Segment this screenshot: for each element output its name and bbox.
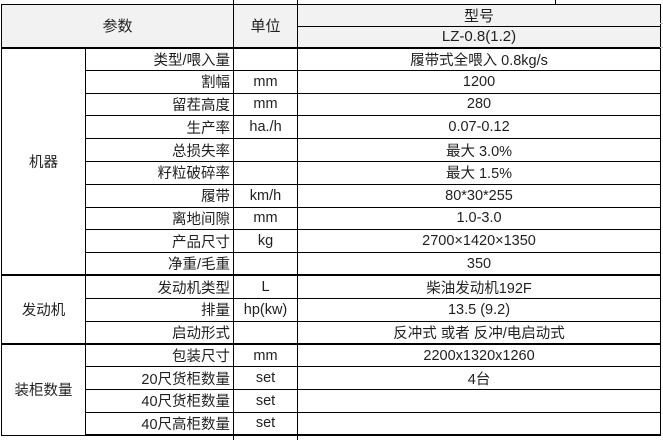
gridline-tick-right — [660, 23, 663, 24]
value-cell: 反冲式 或者 反冲/电启动式 — [297, 320, 662, 345]
value-cell: 280 — [297, 92, 662, 117]
unit-cell: L — [233, 274, 299, 299]
table-row: 籽粒破碎率 最大 1.5% — [2, 160, 662, 185]
model-value-cell: LZ-0.8(1.2) — [297, 26, 662, 48]
table-row: 40尺高柜数量 set — [2, 411, 662, 437]
unit-cell: set — [233, 411, 299, 437]
param-cell: 离地间隙 — [84, 206, 235, 231]
value-cell: 2700×1420×1350 — [297, 229, 662, 254]
value-cell: 1200 — [297, 69, 662, 94]
param-cell: 产品尺寸 — [84, 229, 235, 254]
value-cell: 4台 — [297, 366, 662, 390]
unit-cell: mm — [233, 92, 299, 117]
value-cell: 最大 3.0% — [297, 138, 662, 162]
table-row: 总损失率 最大 3.0% — [2, 138, 662, 162]
param-cell: 割幅 — [84, 69, 235, 94]
table-row: 离地间隙 mm 1.0-3.0 — [2, 206, 662, 231]
param-cell: 40尺货柜数量 — [84, 388, 235, 413]
model-header-cell: 型号 — [297, 4, 662, 27]
group-cell-machine: 机器 — [1, 46, 86, 276]
value-cell — [297, 411, 662, 437]
value-cell: 350 — [297, 252, 662, 276]
value-cell: 13.5 (9.2) — [297, 297, 662, 322]
table-row: 启动形式 反冲式 或者 反冲/电启动式 — [2, 320, 662, 345]
param-cell: 类型/喂入量 — [84, 46, 235, 71]
unit-cell: ha./h — [233, 115, 299, 140]
value-cell: 柴油发动机192F — [297, 274, 662, 299]
model-value-row: LZ-0.8(1.2) — [2, 26, 662, 48]
value-cell: 0.07-0.12 — [297, 115, 662, 140]
unit-cell: mm — [233, 69, 299, 94]
table-row: 20尺货柜数量 set 4台 — [2, 366, 662, 390]
value-cell: 2200x1320x1260 — [297, 342, 662, 368]
param-cell: 启动形式 — [84, 320, 235, 345]
gridline-tick-right — [660, 47, 663, 48]
param-cell: 20尺货柜数量 — [84, 366, 235, 390]
unit-cell — [233, 138, 299, 162]
table-row: 留茬高度 mm 280 — [2, 92, 662, 117]
table-row: 排量 hp(kw) 13.5 (9.2) — [2, 297, 662, 322]
unit-cell: km/h — [233, 183, 299, 208]
param-cell: 生产率 — [84, 115, 235, 140]
table-row: 生产率 ha./h 0.07-0.12 — [2, 115, 662, 140]
unit-cell — [233, 160, 299, 185]
table-row: 履带 km/h 80*30*255 — [2, 183, 662, 208]
gridline-sliver-top — [233, 0, 234, 4]
value-cell: 履带式全喂入 0.8kg/s — [297, 46, 662, 71]
unit-cell: mm — [233, 206, 299, 231]
value-cell — [297, 388, 662, 413]
gridline-sliver-top — [297, 0, 298, 4]
param-cell: 总损失率 — [84, 138, 235, 162]
table-row: 净重/毛重 350 — [2, 252, 662, 276]
gridline-sliver-bottom — [297, 435, 298, 440]
group-cell-engine: 发动机 — [1, 274, 86, 345]
param-cell: 籽粒破碎率 — [84, 160, 235, 185]
table-row: 装柜数量 包装尺寸 mm 2200x1320x1260 — [1, 342, 662, 436]
gridline-sliver-bottom — [233, 435, 234, 440]
param-cell: 留茬高度 — [84, 92, 235, 117]
gridline-sliver-top — [555, 0, 556, 4]
table-row: 40尺货柜数量 set — [2, 388, 662, 413]
value-cell: 1.0-3.0 — [297, 206, 662, 231]
table-row: 发动机 发动机类型 L 柴油发动机192F — [1, 274, 662, 345]
param-cell: 净重/毛重 — [84, 252, 235, 276]
unit-cell: set — [233, 366, 299, 390]
table-row: 机器 类型/喂入量 履带式全喂入 0.8kg/s — [1, 46, 662, 276]
unit-cell — [233, 46, 299, 71]
group-cell-container: 装柜数量 — [1, 342, 86, 436]
param-cell: 40尺高柜数量 — [84, 411, 235, 437]
value-cell: 最大 1.5% — [297, 160, 662, 185]
param-header-cell: 参数 — [0, 4, 235, 48]
param-cell: 发动机类型 — [84, 274, 235, 299]
param-cell: 履带 — [84, 183, 235, 208]
unit-header-cell: 单位 — [233, 4, 299, 48]
unit-cell: kg — [233, 229, 299, 254]
unit-cell — [233, 252, 299, 276]
unit-cell — [233, 320, 299, 345]
header-row: 参数 单位 型号 — [0, 4, 662, 48]
unit-cell: hp(kw) — [233, 297, 299, 322]
unit-cell: mm — [233, 342, 299, 368]
param-cell: 排量 — [84, 297, 235, 322]
unit-cell: set — [233, 388, 299, 413]
product-spec-table: 参数 单位 型号 LZ-0.8(1.2) 机器 类型/喂入量 履带式全喂入 0.… — [0, 4, 662, 437]
param-cell: 包装尺寸 — [84, 342, 235, 368]
value-cell: 80*30*255 — [297, 183, 662, 208]
table-row: 割幅 mm 1200 — [2, 69, 662, 94]
table-row: 产品尺寸 kg 2700×1420×1350 — [2, 229, 662, 254]
